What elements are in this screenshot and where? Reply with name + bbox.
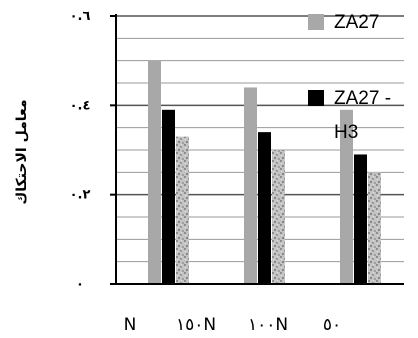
y-tick-label: ٠.٤ [70, 98, 91, 113]
y-tick-label: ٠.٦ [70, 9, 91, 24]
bar [340, 109, 353, 284]
y-tick-labels: ٠ ٠.٢ ٠.٤ ٠.٦ [70, 9, 91, 292]
x-tick-label: ١٥٠N [176, 315, 216, 335]
bar [162, 109, 175, 284]
bar [368, 172, 381, 284]
x-tick-label: ١٠٠N [248, 315, 288, 335]
legend-swatch [308, 90, 324, 106]
bar [176, 136, 189, 284]
legend-label: ZA27 - [334, 88, 391, 109]
legend-swatch [308, 14, 324, 30]
axes [110, 14, 404, 285]
bars [148, 60, 381, 284]
bar [354, 154, 367, 284]
bar [272, 150, 285, 284]
y-tick-label: ٠ [76, 277, 84, 292]
x-tick-labels: N ١٥٠N ١٠٠N ٥٠ [124, 315, 341, 335]
bar [244, 87, 257, 284]
legend-label-line2: H3 [334, 122, 358, 143]
x-tick-label: N [124, 315, 137, 335]
legend-label: ZA27 [334, 12, 379, 33]
legend: ZA27 ZA27 - H3 [308, 12, 391, 143]
x-tick-label: ٥٠ [323, 315, 341, 335]
bar [258, 132, 271, 284]
bar [148, 60, 161, 284]
y-tick-label: ٠.٢ [70, 188, 91, 203]
y-axis-label: معامل الاحتكاك [14, 99, 30, 204]
